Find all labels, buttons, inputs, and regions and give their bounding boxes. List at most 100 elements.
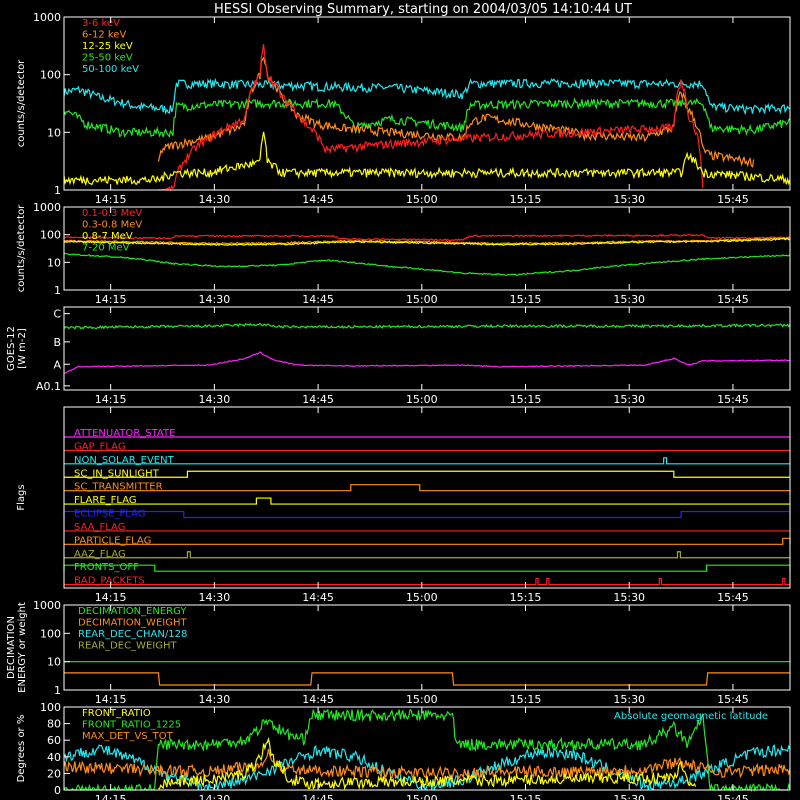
flag-label: FRONTS_OFF [74, 562, 139, 573]
x-tick-label: 15:45 [717, 591, 749, 604]
y-tick-label: 40 [47, 751, 61, 764]
y-axis-label: Degrees or % [16, 715, 27, 783]
y-tick-label: 60 [47, 734, 61, 747]
flag-label: NON_SOLAR_EVENT [74, 455, 175, 466]
legend-entry: REAR_DEC_WEIGHT [78, 641, 177, 652]
x-tick-label: 15:45 [717, 393, 749, 406]
x-tick-label: 14:15 [95, 591, 127, 604]
plot-area [64, 605, 790, 690]
x-tick-label: 15:15 [510, 693, 542, 706]
x-tick-label: 15:15 [510, 393, 542, 406]
series-0-8-7-mev [63, 237, 791, 247]
series-decimation-weight [64, 672, 790, 686]
flag-trace [64, 577, 790, 586]
x-tick-label: 15:00 [406, 591, 438, 604]
x-tick-label: 15:30 [613, 393, 645, 406]
y-axis-label: DECIMATION [6, 616, 17, 679]
y-tick-label: 0 [54, 784, 61, 797]
plot-frame [63, 306, 791, 391]
x-tick-label: 15:15 [510, 293, 542, 306]
y-tick-label: 1 [54, 684, 61, 697]
series-goes-long [63, 322, 791, 330]
y-tick-label: 1000 [33, 11, 61, 24]
series-front-ratio [158, 736, 697, 791]
x-tick-label: 15:30 [613, 193, 645, 206]
x-tick-label: 14:45 [302, 793, 334, 800]
flag-trace [64, 484, 790, 492]
flag-label: SAA_FLAG [74, 522, 125, 533]
x-tick-label: 15:00 [406, 293, 438, 306]
flag-trace [63, 510, 791, 519]
y-tick-label: 10 [47, 126, 61, 139]
series-6-12-kev [158, 44, 704, 192]
flag-label: PARTICLE_FLAG [74, 535, 151, 546]
series-front-ratio-1225 [63, 708, 791, 793]
x-tick-label: 15:45 [717, 293, 749, 306]
legend-entry: 7-20 MeV [82, 243, 130, 254]
y-tick-label: 1000 [33, 599, 61, 612]
flag-trace [63, 564, 791, 572]
y-tick-label: 10 [47, 656, 61, 669]
y-tick-label: 1 [54, 284, 61, 297]
flag-label: FLARE_FLAG [74, 495, 137, 506]
plot-frame [63, 16, 791, 191]
flag-label: ECLIPSE_FLAG [74, 509, 145, 520]
legend-entry: FRONT_RATIO [82, 708, 151, 719]
panel-flags: Flags ATTENUATOR_STATE GAP_FLAG NON_SOLAR_E… [16, 406, 791, 604]
x-tick-label: 15:30 [613, 591, 645, 604]
series-goes-short [63, 351, 791, 375]
legend-entry: DECIMATION_ENERGY [78, 606, 187, 617]
flag-label: SC_IN_SUNLIGHT [74, 468, 160, 479]
flag-label: GAP_FLAG [74, 441, 126, 452]
x-tick-label: 14:30 [199, 293, 231, 306]
series-7-20-mev [63, 252, 791, 276]
x-tick-label: 14:45 [302, 591, 334, 604]
y-axis-label: counts/s/detector [16, 59, 27, 147]
legend-entry: 50-100 keV [82, 64, 139, 75]
y-tick-label: C [53, 308, 61, 321]
x-tick-label: 15:45 [717, 793, 749, 800]
y-tick-label: A [53, 358, 61, 371]
legend-entry: 12-25 keV [82, 41, 133, 52]
plot-frame [63, 604, 791, 691]
figure-title: HESSI Observing Summary, starting on 200… [214, 2, 632, 17]
x-tick-label: 15:30 [613, 693, 645, 706]
y-axis-label: GOES-12 [6, 326, 17, 371]
x-tick-label: 15:45 [717, 193, 749, 206]
y-tick-label: 100 [40, 69, 61, 82]
x-tick-label: 14:15 [95, 293, 127, 306]
y-tick-label: 1000 [33, 201, 61, 214]
y-tick-label: B [53, 336, 61, 349]
legend-entry: FRONT_RATIO_1225 [82, 720, 181, 731]
x-tick-label: 15:45 [717, 693, 749, 706]
series-3-6-kev [63, 131, 791, 187]
x-tick-label: 14:15 [95, 393, 127, 406]
x-tick-label: 14:15 [95, 793, 127, 800]
plot-area [64, 207, 790, 290]
flag-label: BAD_PACKETS [74, 576, 145, 587]
x-tick-label: 14:30 [199, 793, 231, 800]
legend-entry: DECIMATION_WEIGHT [78, 618, 187, 629]
panel-decimation: DECIMATION ENERGY or weight 1 10 100 1000 DECI… [6, 599, 791, 706]
y-tick-label: 20 [47, 767, 61, 780]
plot-frame [63, 406, 791, 589]
y-axis-label: Flags [16, 484, 27, 510]
x-tick-label: 15:15 [510, 591, 542, 604]
series-25-50-kev [63, 97, 791, 138]
legend-entry: 25-50 keV [82, 53, 133, 64]
x-tick-label: 14:30 [199, 693, 231, 706]
plot-frame [63, 206, 791, 291]
y-tick-label: 10 [47, 256, 61, 269]
flag-trace [64, 497, 790, 505]
panel-ratios: Degrees or % 0 20 40 60 80 100 FRONT_RATIOFRONT… [16, 701, 791, 800]
x-tick-label: 14:45 [302, 193, 334, 206]
flag-label: ATTENUATOR_STATE [74, 428, 175, 439]
y-tick-label: 100 [40, 229, 61, 242]
x-tick-label: 14:30 [199, 393, 231, 406]
panel-goes: GOES-12 [W m-2] A0.1 AB C 14:15 14:30 14:45 15:0… [6, 306, 791, 406]
annotation: Absolute geomagnetic latitude [614, 711, 768, 722]
